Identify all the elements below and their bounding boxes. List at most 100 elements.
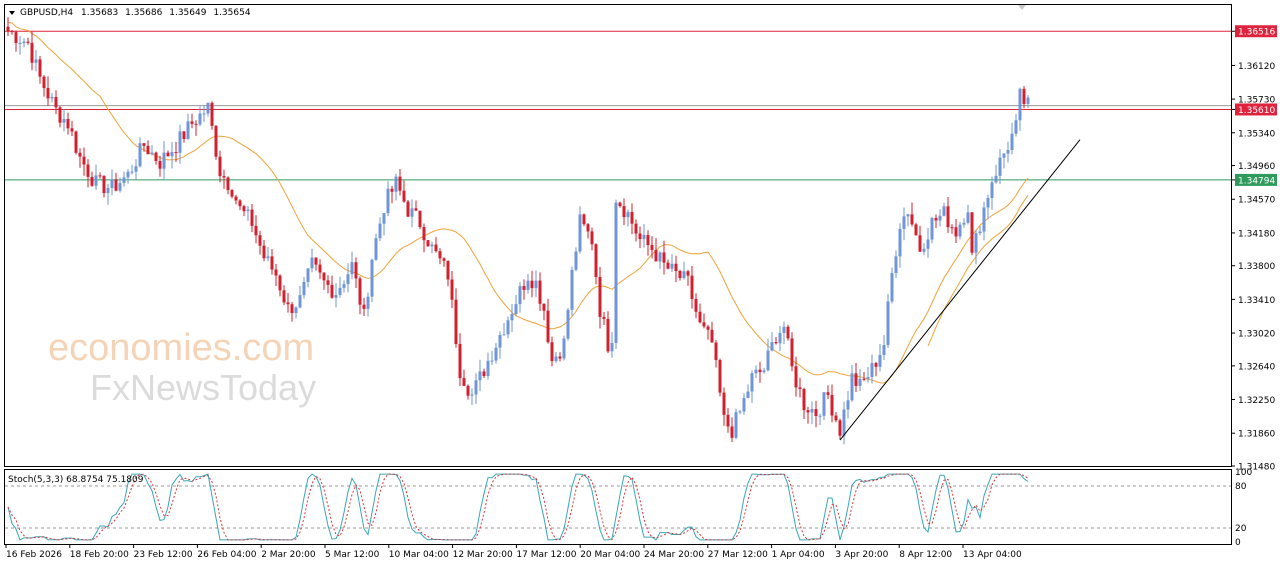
candle-body bbox=[478, 371, 482, 381]
candle-body bbox=[570, 269, 574, 310]
candle-body bbox=[1006, 149, 1010, 154]
candle-body bbox=[534, 280, 538, 289]
candle-body bbox=[650, 245, 654, 250]
stoch-signal-line bbox=[7, 473, 1029, 541]
candle-body bbox=[1002, 153, 1006, 158]
ohlc-high: 1.35686 bbox=[125, 8, 162, 18]
candle-body bbox=[638, 233, 642, 240]
candle-body bbox=[326, 280, 330, 285]
candle-body bbox=[218, 156, 222, 176]
candle-body bbox=[794, 366, 798, 388]
x-tick-label: 10 Mar 04:00 bbox=[389, 550, 449, 560]
candle-body bbox=[546, 310, 550, 343]
candle-body bbox=[258, 235, 262, 246]
candle-body bbox=[42, 76, 46, 89]
y-tick-label: 1.34570 bbox=[1238, 196, 1275, 206]
candle-body bbox=[318, 264, 322, 273]
y-tick-label: 1.31860 bbox=[1238, 430, 1275, 440]
candle-body bbox=[330, 284, 334, 298]
candle-body bbox=[698, 311, 702, 323]
x-tick-label: 2 Mar 20:00 bbox=[261, 550, 316, 560]
candle-body bbox=[370, 259, 374, 297]
candle-body bbox=[6, 26, 10, 32]
candle-body bbox=[542, 303, 546, 311]
candle-body bbox=[18, 43, 22, 45]
y-level-box bbox=[1235, 25, 1277, 38]
candle-body bbox=[66, 118, 70, 129]
candle-body bbox=[822, 392, 826, 416]
candle-body bbox=[430, 244, 434, 247]
candle-body bbox=[338, 287, 342, 295]
candle-body bbox=[818, 415, 822, 417]
candle-body bbox=[494, 347, 498, 361]
candle-body bbox=[618, 202, 622, 207]
candle-body bbox=[302, 281, 306, 296]
y-tick-label: 1.35340 bbox=[1238, 129, 1275, 139]
candle-body bbox=[610, 342, 614, 352]
shift-marker-icon[interactable] bbox=[1018, 5, 1026, 10]
candle-body bbox=[170, 152, 174, 157]
candle-body bbox=[930, 217, 934, 240]
candle-body bbox=[210, 102, 214, 126]
y-tick-label: 1.35610 bbox=[1238, 106, 1275, 116]
ohlc-low: 1.35649 bbox=[169, 8, 206, 18]
x-tick-label: 17 Mar 12:00 bbox=[516, 550, 576, 560]
candle-body bbox=[954, 227, 958, 237]
candle-body bbox=[810, 409, 814, 413]
candle-body bbox=[742, 398, 746, 412]
candle-body bbox=[518, 286, 522, 305]
candle-body bbox=[550, 342, 554, 362]
candle-body bbox=[438, 251, 442, 259]
candle-body bbox=[814, 409, 818, 416]
candle-body bbox=[386, 188, 390, 214]
candle-body bbox=[970, 212, 974, 253]
candle-body bbox=[978, 231, 982, 234]
candle-body bbox=[202, 113, 206, 115]
candle-body bbox=[958, 224, 962, 237]
candle-body bbox=[842, 409, 846, 436]
y-tick-label: 1.33410 bbox=[1238, 296, 1275, 306]
candle-body bbox=[914, 224, 918, 236]
y-tick-label: 1.31480 bbox=[1238, 463, 1275, 473]
candle-body bbox=[154, 152, 158, 162]
stochastic-indicator: 100 0 80 20 bbox=[5, 468, 1252, 548]
candle-body bbox=[514, 304, 518, 315]
y-tick-label: 1.35730 bbox=[1238, 96, 1275, 106]
stoch-level-label: 80 bbox=[1235, 482, 1247, 492]
candle-body bbox=[482, 371, 486, 377]
candle-body bbox=[530, 280, 534, 289]
chart-header: GBPUSD,H4 1.35683 1.35686 1.35649 1.3565… bbox=[9, 5, 1026, 18]
candle-body bbox=[178, 131, 182, 153]
candle-body bbox=[826, 392, 830, 395]
candle-body bbox=[950, 227, 954, 229]
candle-body bbox=[594, 244, 598, 278]
candle-body bbox=[358, 278, 362, 305]
candle-body bbox=[166, 152, 170, 157]
candle-body bbox=[414, 208, 418, 211]
candle-body bbox=[686, 271, 690, 276]
candle-body bbox=[270, 256, 274, 270]
candle-body bbox=[278, 275, 282, 291]
candle-body bbox=[778, 332, 782, 344]
candle-body bbox=[10, 31, 14, 33]
candle-body bbox=[598, 277, 602, 317]
candle-body bbox=[922, 248, 926, 252]
candle-body bbox=[722, 392, 726, 415]
candle-body bbox=[490, 360, 494, 362]
trendline[interactable] bbox=[839, 139, 1081, 441]
candle-body bbox=[526, 280, 530, 290]
ohlc-open: 1.35683 bbox=[81, 8, 118, 18]
candle-body bbox=[130, 171, 134, 173]
stoch-scale-label: 100 bbox=[1235, 468, 1252, 478]
dropdown-triangle-icon[interactable] bbox=[9, 11, 15, 15]
stochastic-label: Stoch(5,3,3) 68.8754 75.1809 bbox=[8, 475, 144, 485]
candle-body bbox=[310, 257, 314, 269]
candle-body bbox=[882, 344, 886, 356]
candle-body bbox=[498, 335, 502, 348]
candle-body bbox=[690, 275, 694, 299]
candle-body bbox=[962, 222, 966, 225]
x-tick-label: 13 Apr 04:00 bbox=[963, 550, 1022, 560]
ma-slow bbox=[7, 21, 1029, 384]
candle-body bbox=[798, 387, 802, 389]
candle-body bbox=[406, 201, 410, 217]
